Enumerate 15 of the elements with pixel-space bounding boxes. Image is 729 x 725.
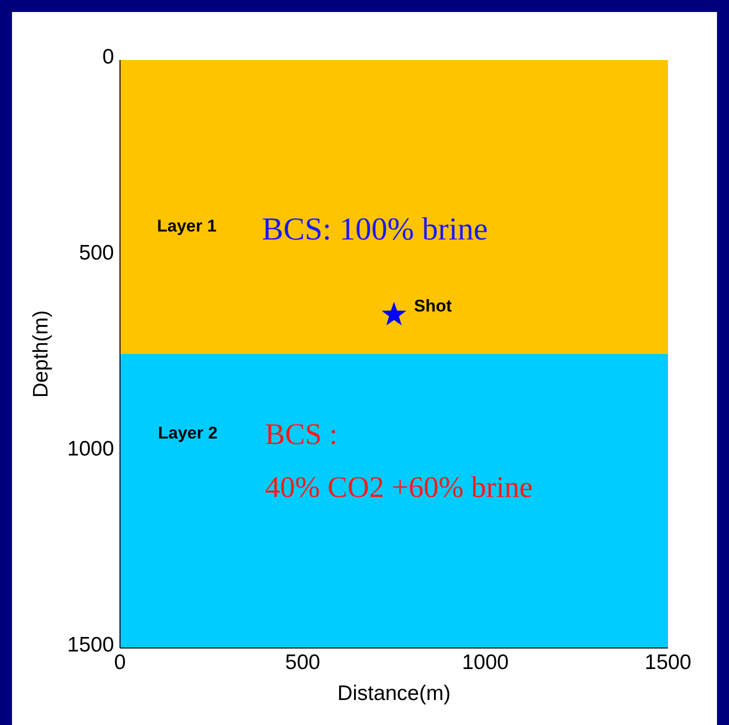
y-tick-label: 1000 [67,437,114,460]
y-axis-title: Depth(m) [29,310,52,398]
annotation: BCS: 100% brine [262,210,488,246]
x-tick-label: 1000 [462,650,509,674]
y-tick-label: 1500 [67,633,114,656]
x-tick-label: 1500 [644,650,692,674]
annotation: Shot [414,296,452,316]
y-tick-label: 500 [78,241,114,264]
y-tick-label: 0 [102,45,114,68]
annotation: BCS : [265,418,338,451]
annotation: Layer 1 [157,216,217,236]
x-axis-title: Distance(m) [337,682,451,705]
annotation: 40% CO2 +60% brine [265,470,533,504]
x-tick-label: 500 [285,650,320,674]
annotation: Layer 2 [158,423,218,442]
